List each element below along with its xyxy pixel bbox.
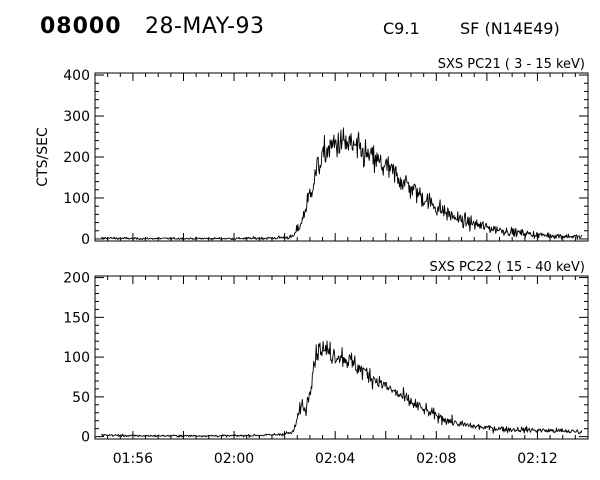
y-tick-label: 100: [63, 191, 90, 207]
data-point: [132, 238, 133, 239]
y-tick-label: 400: [63, 68, 90, 84]
event-id: 08000: [40, 14, 122, 39]
goes-class: C9.1: [383, 19, 420, 38]
x-tick-label: 01:56: [113, 451, 153, 467]
data-point: [436, 415, 437, 416]
panel-1: 0 100 200 300 400 SXS PC21 ( 3 - 15 keV) CTS/S…: [35, 57, 589, 248]
data-point: [343, 142, 344, 143]
y-tick-label: 150: [63, 310, 90, 326]
y-tick-label: 300: [63, 109, 90, 125]
data-point: [537, 430, 538, 431]
data-point: [360, 368, 361, 369]
x-tick-label: 02:04: [315, 451, 355, 467]
data-point: [461, 220, 462, 221]
data-point: [234, 435, 235, 436]
data-point: [326, 150, 327, 151]
data-point: [234, 238, 235, 239]
panel-title: SXS PC21 ( 3 - 15 keV): [438, 57, 585, 72]
data-point: [373, 158, 374, 159]
data-point: [183, 238, 184, 239]
data-point: [512, 231, 513, 232]
data-point: [101, 238, 102, 239]
data-point: [335, 354, 336, 355]
data-point: [562, 430, 563, 431]
data-point: [581, 236, 582, 237]
data-point: [410, 402, 411, 403]
data-point: [301, 222, 302, 223]
data-point: [351, 145, 352, 146]
data-point: [343, 357, 344, 358]
data-point: [461, 424, 462, 425]
series-line-1-1: [101, 127, 583, 241]
x-tick-label: 02:00: [214, 451, 254, 467]
data-point: [314, 361, 315, 362]
data-point: [309, 388, 310, 389]
data-point: [297, 419, 298, 420]
data-point: [512, 429, 513, 430]
y-tick-label: 200: [63, 271, 90, 287]
data-point: [581, 431, 582, 432]
data-point: [423, 409, 424, 410]
data-point: [436, 206, 437, 207]
panel-2: 0 50 100 150 200 01:56 02:00 02:04 02:08 02:12 SXS…: [63, 260, 589, 467]
data-point: [385, 386, 386, 387]
data-point: [301, 403, 302, 404]
y-tick-label: 0: [81, 430, 90, 446]
data-point: [335, 143, 336, 144]
data-point: [292, 236, 293, 237]
y-axis-label: CTS/SEC: [35, 127, 51, 187]
x-tick-label: 02:12: [517, 451, 557, 467]
data-point: [486, 227, 487, 228]
data-point: [292, 432, 293, 433]
data-point: [360, 152, 361, 153]
event-date: 28-MAY-93: [145, 14, 265, 39]
panel-title: SXS PC22 ( 15 - 40 keV): [429, 260, 585, 275]
data-point: [309, 193, 310, 194]
data-point: [562, 236, 563, 237]
data-point: [318, 165, 319, 166]
data-point: [385, 167, 386, 168]
data-point: [486, 427, 487, 428]
data-point: [351, 362, 352, 363]
flare-location: SF (N14E49): [460, 19, 560, 38]
plot-frame: [94, 72, 589, 242]
data-point: [537, 234, 538, 235]
data-point: [271, 238, 272, 239]
data-point: [305, 411, 306, 412]
y-tick-label: 200: [63, 150, 90, 166]
data-point: [423, 197, 424, 198]
y-tick-label: 0: [81, 232, 90, 248]
data-point: [326, 350, 327, 351]
data-point: [410, 187, 411, 188]
data-point: [271, 434, 272, 435]
data-point: [101, 434, 102, 435]
data-point: [448, 420, 449, 421]
series-line-2-1: [101, 340, 583, 438]
data-point: [318, 347, 319, 348]
data-point: [448, 214, 449, 215]
x-tick-label: 02:08: [416, 451, 456, 467]
data-point: [398, 394, 399, 395]
data-point: [183, 435, 184, 436]
data-point: [132, 435, 133, 436]
y-tick-label: 100: [63, 350, 90, 366]
data-point: [373, 377, 374, 378]
data-point: [398, 177, 399, 178]
y-tick-label: 50: [72, 390, 90, 406]
